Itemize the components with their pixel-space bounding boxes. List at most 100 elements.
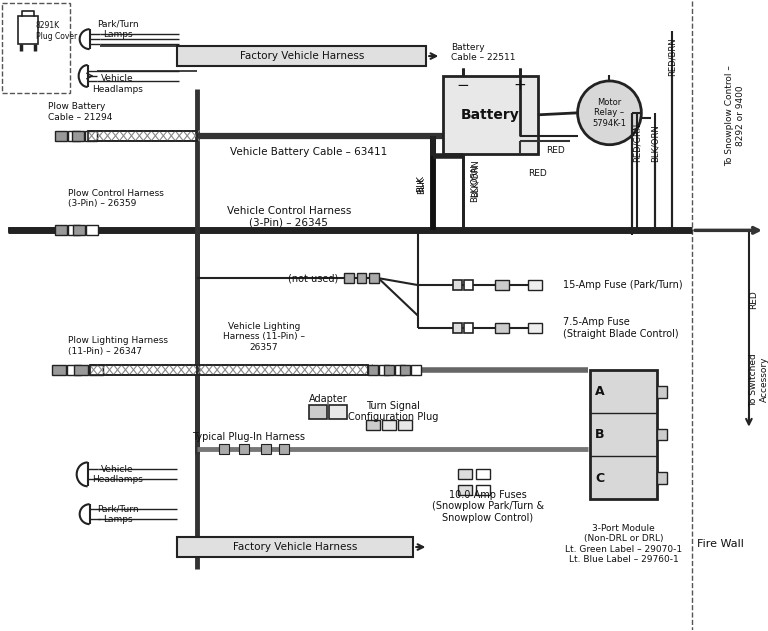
- Bar: [88, 365, 103, 375]
- Text: RED/GRN: RED/GRN: [633, 123, 642, 162]
- Bar: [458, 485, 472, 495]
- Bar: [197, 365, 369, 375]
- Bar: [177, 46, 426, 66]
- Bar: [88, 131, 197, 141]
- Text: RED: RED: [546, 146, 565, 155]
- Circle shape: [578, 81, 641, 144]
- Bar: [309, 404, 326, 418]
- Bar: [400, 365, 410, 375]
- Bar: [528, 323, 541, 333]
- Text: Park/Turn
Lamps: Park/Turn Lamps: [97, 20, 138, 39]
- Text: (not used): (not used): [288, 273, 339, 283]
- Text: BLK/ORN: BLK/ORN: [650, 124, 660, 162]
- Bar: [590, 370, 657, 499]
- Text: To Switched
Accessory: To Switched Accessory: [749, 353, 768, 406]
- Bar: [379, 365, 389, 375]
- Bar: [412, 365, 422, 375]
- Bar: [329, 404, 346, 418]
- Bar: [71, 131, 84, 141]
- Bar: [68, 225, 80, 235]
- Text: +: +: [514, 78, 526, 93]
- Text: To Snowplow Control –
8292 or 9400: To Snowplow Control – 8292 or 9400: [725, 66, 745, 166]
- Bar: [369, 273, 379, 283]
- Text: RED: RED: [528, 169, 547, 178]
- Text: C: C: [595, 472, 604, 485]
- Bar: [197, 365, 369, 375]
- Text: Plow Lighting Harness
(11-Pin) – 26347: Plow Lighting Harness (11-Pin) – 26347: [68, 336, 167, 356]
- Text: −: −: [457, 78, 469, 93]
- Bar: [2, 3, 70, 93]
- Bar: [453, 323, 462, 333]
- Bar: [385, 365, 395, 375]
- Bar: [86, 225, 98, 235]
- Bar: [369, 365, 379, 375]
- Text: Vehicle Lighting
Harness (11-Pin) –
26357: Vehicle Lighting Harness (11-Pin) – 2635…: [223, 322, 305, 352]
- Text: BLK/ORN: BLK/ORN: [471, 160, 480, 198]
- Text: Vehicle Control Harness
(3-Pin) – 26345: Vehicle Control Harness (3-Pin) – 26345: [227, 206, 351, 227]
- Bar: [90, 365, 199, 375]
- Text: BLK/ORN: BLK/ORN: [470, 165, 479, 203]
- Text: 8291K
Plug Cover: 8291K Plug Cover: [36, 21, 77, 41]
- Bar: [67, 365, 81, 375]
- Bar: [657, 473, 667, 485]
- Text: Factory Vehicle Harness: Factory Vehicle Harness: [240, 51, 364, 61]
- Text: B: B: [594, 428, 604, 441]
- Text: Vehicle
Headlamps: Vehicle Headlamps: [92, 74, 143, 93]
- Bar: [177, 537, 413, 557]
- Bar: [261, 444, 271, 454]
- Bar: [55, 225, 67, 235]
- Bar: [73, 225, 84, 235]
- Bar: [88, 131, 197, 141]
- Text: 3-Port Module
(Non-DRL or DRL)
Lt. Green Label – 29070-1
Lt. Blue Label – 29760-: 3-Port Module (Non-DRL or DRL) Lt. Green…: [564, 524, 682, 564]
- Bar: [458, 469, 472, 480]
- Text: 10.0-Amp Fuses
(Snowplow Park/Turn &
Snowplow Control): 10.0-Amp Fuses (Snowplow Park/Turn & Sno…: [432, 490, 544, 523]
- Bar: [68, 131, 80, 141]
- Bar: [495, 323, 509, 333]
- Bar: [528, 280, 541, 290]
- Text: BLK: BLK: [417, 177, 426, 194]
- Text: Vehicle
Headlamps: Vehicle Headlamps: [92, 464, 143, 484]
- Bar: [74, 365, 88, 375]
- Text: RED: RED: [750, 291, 758, 309]
- Text: Battery
Cable – 22511: Battery Cable – 22511: [451, 43, 515, 62]
- Bar: [464, 280, 473, 290]
- Bar: [476, 469, 490, 480]
- Bar: [55, 131, 67, 141]
- Bar: [18, 16, 38, 44]
- Text: Battery: Battery: [461, 108, 520, 122]
- Text: Motor
Relay –
5794K-1: Motor Relay – 5794K-1: [592, 98, 627, 127]
- Text: Plow Control Harness
(3-Pin) – 26359: Plow Control Harness (3-Pin) – 26359: [68, 189, 164, 208]
- Bar: [464, 323, 473, 333]
- Text: Turn Signal
Configuration Plug: Turn Signal Configuration Plug: [348, 401, 439, 422]
- Bar: [239, 444, 249, 454]
- Bar: [657, 428, 667, 440]
- Text: Fire Wall: Fire Wall: [697, 539, 744, 549]
- Bar: [84, 131, 97, 141]
- Bar: [219, 444, 229, 454]
- Bar: [366, 420, 380, 430]
- Bar: [51, 365, 66, 375]
- Bar: [396, 365, 406, 375]
- Bar: [382, 420, 396, 430]
- Text: BLK: BLK: [416, 175, 425, 192]
- Text: A: A: [594, 385, 604, 398]
- Text: 7.5-Amp Fuse
(Straight Blade Control): 7.5-Amp Fuse (Straight Blade Control): [563, 317, 678, 339]
- Bar: [399, 420, 412, 430]
- Text: 15-Amp Fuse (Park/Turn): 15-Amp Fuse (Park/Turn): [563, 280, 682, 290]
- Bar: [495, 280, 509, 290]
- Bar: [657, 386, 667, 398]
- Bar: [343, 273, 353, 283]
- Text: Vehicle Battery Cable – 63411: Vehicle Battery Cable – 63411: [230, 146, 387, 156]
- Text: Factory Vehicle Harness: Factory Vehicle Harness: [233, 542, 357, 552]
- Bar: [443, 76, 538, 154]
- Bar: [356, 273, 366, 283]
- Bar: [90, 365, 199, 375]
- Text: Park/Turn
Lamps: Park/Turn Lamps: [97, 504, 138, 524]
- Bar: [476, 485, 490, 495]
- Text: Typical Plug-In Harness: Typical Plug-In Harness: [193, 432, 306, 442]
- Bar: [279, 444, 289, 454]
- Text: RED/BRN: RED/BRN: [667, 38, 677, 76]
- Bar: [453, 280, 462, 290]
- Text: Adapter: Adapter: [310, 394, 348, 404]
- Text: Plow Battery
Cable – 21294: Plow Battery Cable – 21294: [48, 102, 112, 122]
